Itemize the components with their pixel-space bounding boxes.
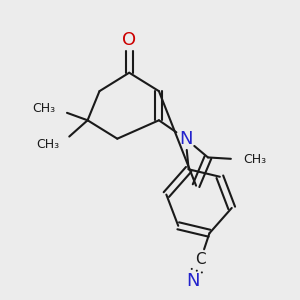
Text: N: N	[179, 130, 192, 148]
Text: CH₃: CH₃	[32, 103, 55, 116]
Text: O: O	[122, 31, 136, 49]
Text: CH₃: CH₃	[244, 153, 267, 166]
Text: N: N	[186, 272, 200, 290]
Text: C: C	[195, 253, 206, 268]
Text: CH₃: CH₃	[36, 138, 59, 151]
